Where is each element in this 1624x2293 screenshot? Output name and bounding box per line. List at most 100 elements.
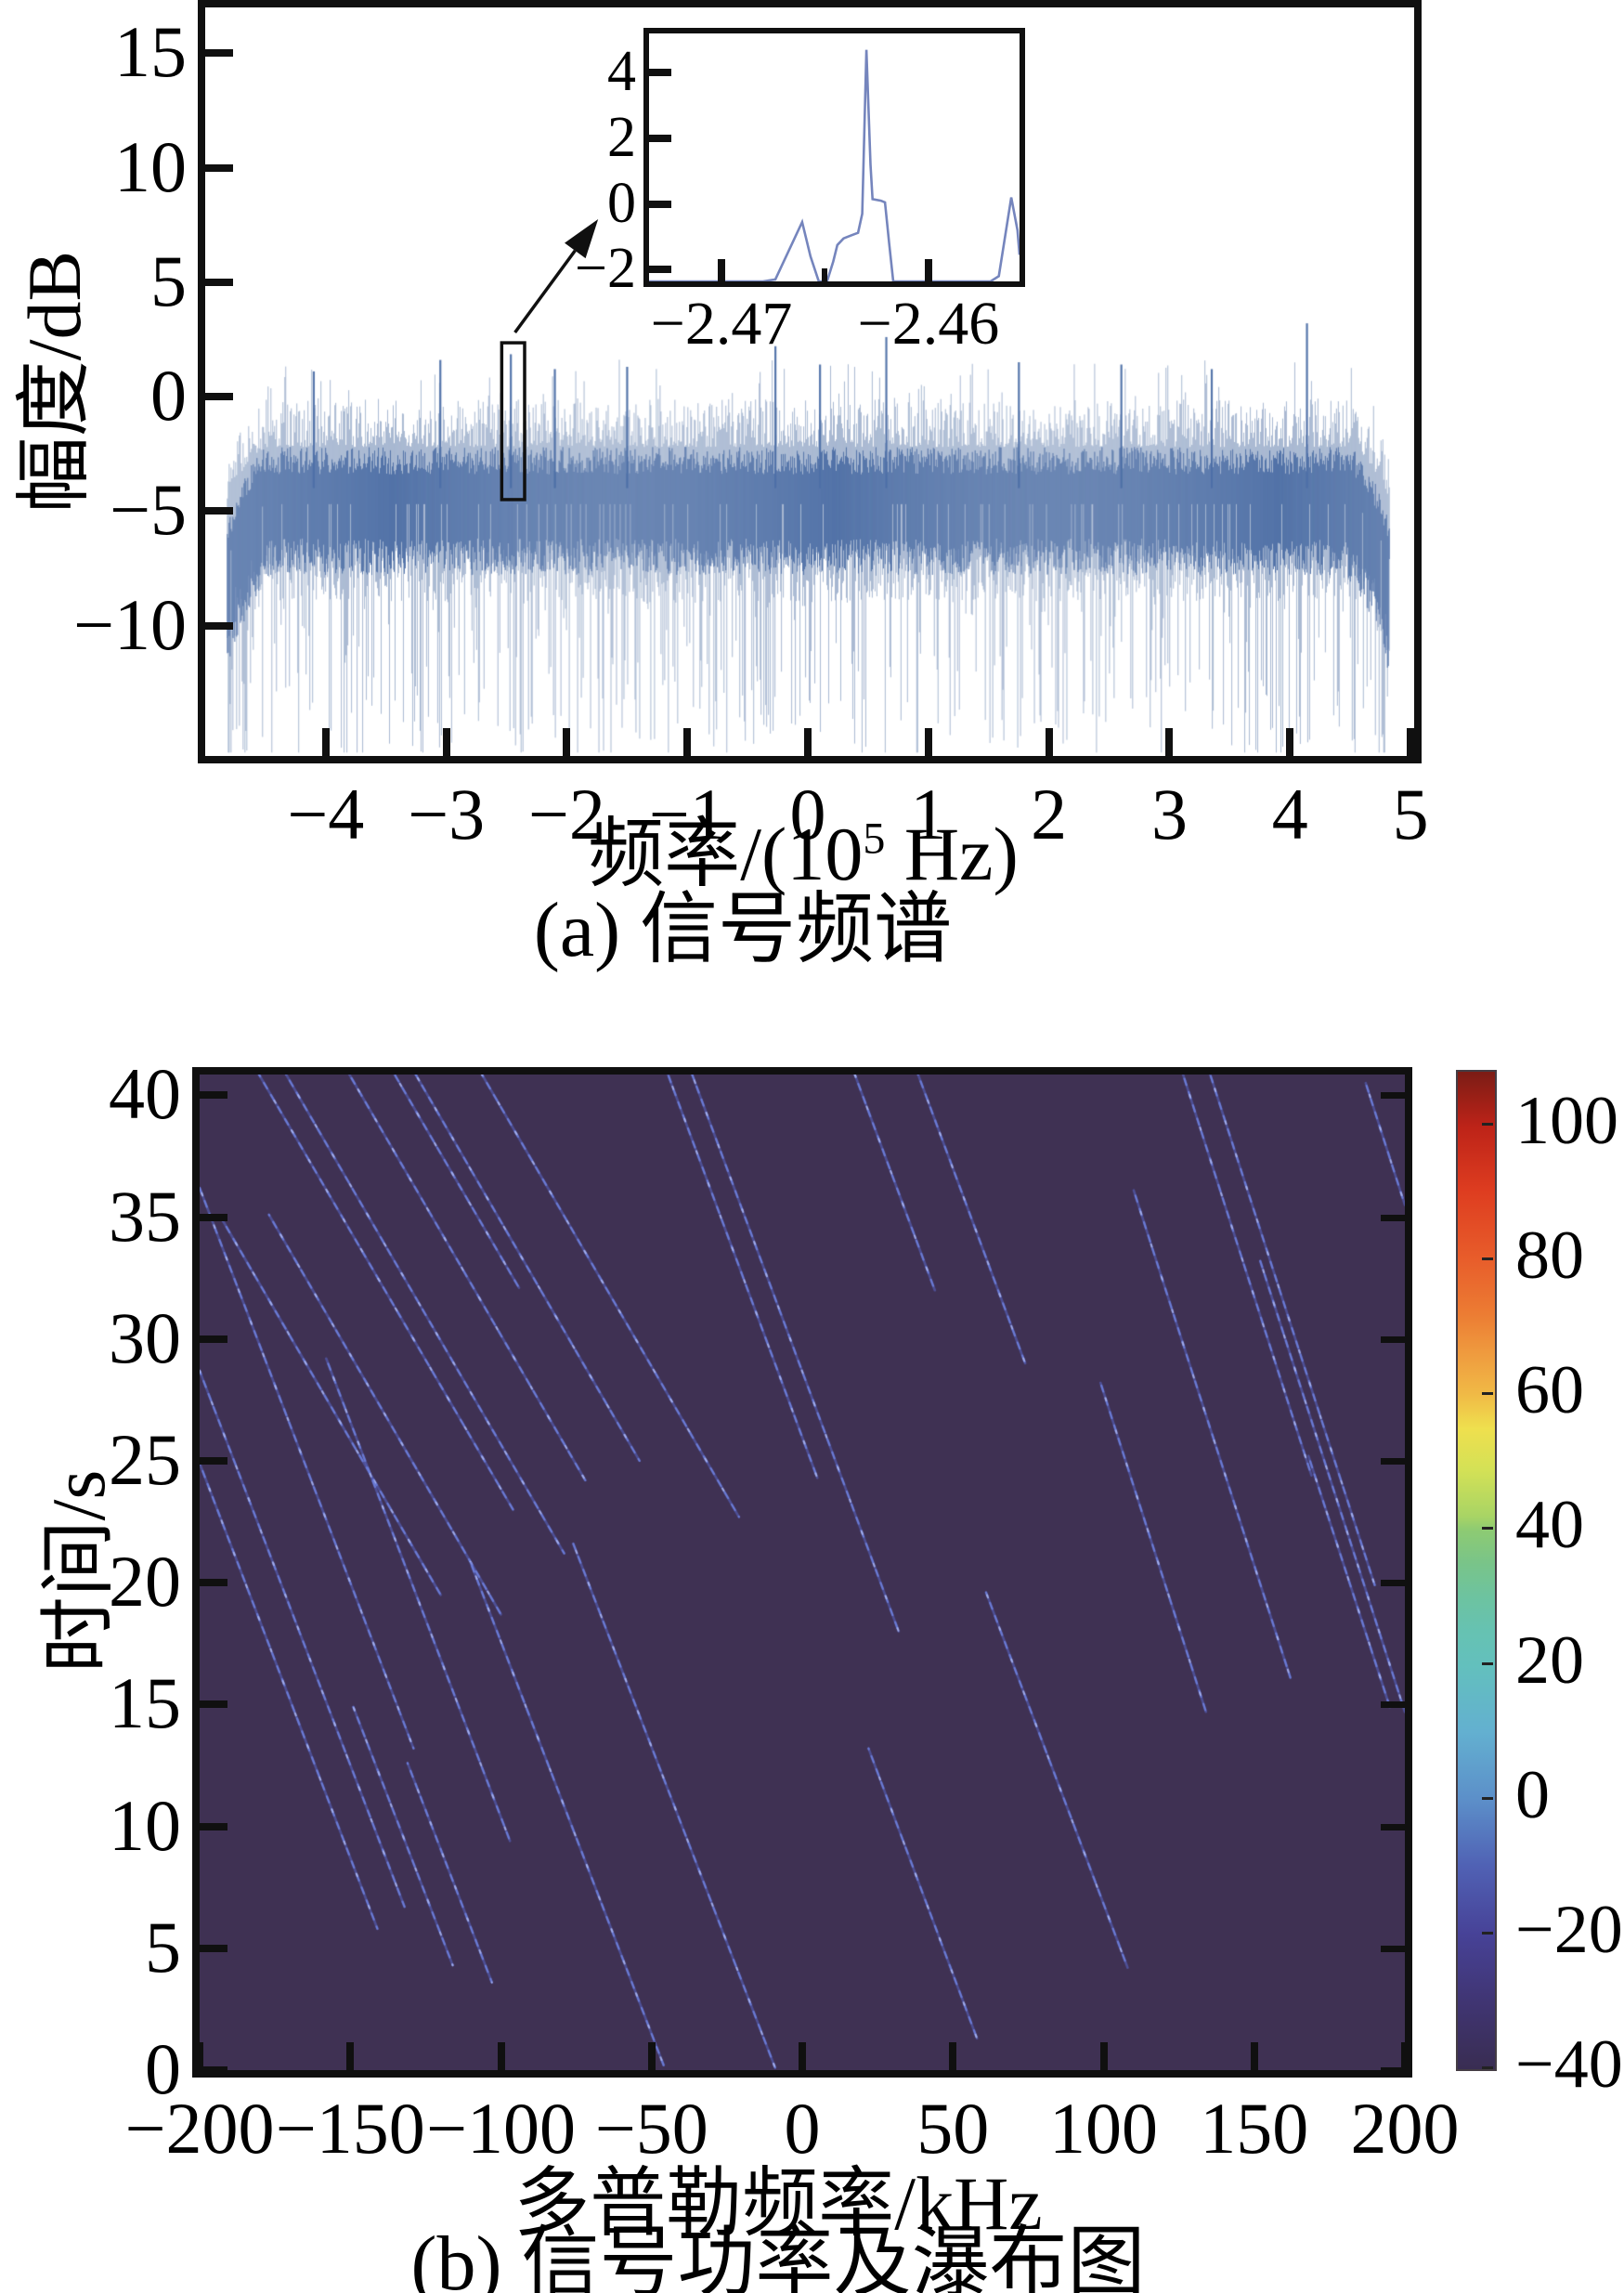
waterfall-y-tick: [200, 1456, 227, 1465]
waterfall-y-tick: [200, 2066, 227, 2074]
spectrum-x-tick-label: −4: [287, 774, 365, 854]
spectrum-y-tick-label: −5: [110, 469, 187, 551]
colorbar-tick-label: −40: [1515, 2026, 1623, 2103]
spectrum-x-tick-label: 3: [1150, 774, 1188, 854]
spectrum-x-tick: [563, 728, 571, 756]
colorbar-tick: [1482, 2066, 1493, 2069]
inset-y-tick: [649, 69, 671, 77]
colorbar-tick: [1482, 1392, 1493, 1396]
waterfall-right-tick: [1381, 1214, 1405, 1221]
inset-y-tick-label: −2: [575, 237, 636, 301]
inset-plot-area: [643, 28, 1025, 287]
waterfall-x-tick-label: −100: [426, 2088, 576, 2169]
colorbar-tick-label: 0: [1515, 1756, 1550, 1833]
spectrum-x-tick: [1286, 728, 1294, 756]
spectrum-x-tick-label: 0: [789, 774, 826, 854]
inset-y-tick-label: 2: [607, 106, 636, 170]
colorbar-tick: [1482, 1257, 1493, 1261]
waterfall-right-tick: [1381, 1092, 1405, 1100]
waterfall-y-tick: [200, 1822, 227, 1830]
waterfall-caption: (b) 信号功率及瀑布图: [410, 2221, 1146, 2293]
colorbar-tick: [1482, 1796, 1493, 1800]
spectrum-y-tick: [205, 163, 233, 172]
spectrum-x-tick-label: 5: [1392, 774, 1429, 854]
inset-x-tick: [718, 259, 726, 281]
spectrum-x-tick-label: 2: [1031, 774, 1068, 854]
waterfall-right-tick: [1381, 1335, 1405, 1343]
waterfall-y-tick-label: 20: [109, 1541, 181, 1622]
waterfall-x-tick-label: −50: [594, 2088, 708, 2169]
colorbar-tick-label: 40: [1515, 1487, 1584, 1564]
waterfall-x-tick: [949, 2042, 957, 2070]
inset-y-tick: [649, 200, 671, 208]
waterfall-y-tick-label: 5: [145, 1906, 181, 1987]
waterfall-x-tick-label: 0: [784, 2088, 821, 2169]
waterfall-y-tick-label: 15: [109, 1662, 181, 1744]
colorbar-tick: [1482, 1931, 1493, 1935]
spectrum-y-tick-label: 5: [150, 240, 187, 321]
waterfall-x-tick: [647, 2042, 656, 2070]
spectrum-y-tick: [205, 49, 233, 58]
spectrum-x-tick-label: −2: [527, 774, 605, 854]
spectrum-x-axis-label-exponent: 5: [863, 814, 886, 864]
spectrum-y-tick-label: 0: [150, 355, 187, 436]
spectrum-caption: (a) 信号频谱: [533, 887, 953, 973]
waterfall-x-tick: [1401, 2042, 1409, 2070]
colorbar-tick: [1482, 1123, 1493, 1127]
inset-y-tick-label: 4: [607, 40, 636, 104]
waterfall-right-tick: [1381, 1701, 1405, 1709]
colorbar-tick-label: −20: [1515, 1891, 1623, 1968]
spectrum-x-tick: [321, 728, 330, 756]
spectrum-x-tick: [683, 728, 692, 756]
waterfall-right-tick: [1381, 1823, 1405, 1830]
spectrum-x-tick: [1045, 728, 1053, 756]
spectrum-y-tick: [205, 278, 233, 286]
waterfall-x-axis-label: 多普勒频率/kHz: [513, 2161, 1043, 2246]
waterfall-x-tick-label: −200: [124, 2088, 275, 2169]
waterfall-x-tick-label: 100: [1049, 2088, 1158, 2169]
waterfall-x-tick-label: 200: [1350, 2088, 1460, 2169]
spectrum-y-tick: [205, 621, 233, 630]
waterfall-y-tick-label: 10: [109, 1784, 181, 1866]
inset-y-tick: [649, 266, 671, 274]
spectrum-x-tick-label: −1: [648, 774, 726, 854]
waterfall-x-tick-label: 150: [1200, 2088, 1309, 2169]
colorbar-tick: [1482, 1661, 1493, 1665]
waterfall-right-tick: [1381, 1945, 1405, 1952]
spectrum-x-tick: [1165, 728, 1174, 756]
waterfall-y-tick: [200, 1700, 227, 1709]
waterfall-y-tick-label: 0: [145, 2028, 181, 2109]
inset-y-tick-label: 0: [607, 171, 636, 235]
waterfall-y-tick: [200, 1213, 227, 1221]
colorbar-tick-label: 80: [1515, 1218, 1584, 1295]
colorbar-tick-label: 20: [1515, 1622, 1584, 1699]
spectrum-x-tick: [442, 728, 450, 756]
spectrum-x-tick: [804, 728, 812, 756]
inset-peak-curve: [649, 49, 1020, 281]
waterfall-right-tick: [1381, 1580, 1405, 1587]
colorbar-tick-label: 60: [1515, 1352, 1584, 1429]
spectrum-x-tick: [1407, 728, 1415, 756]
spectrum-y-tick: [205, 393, 233, 401]
waterfall-x-tick-label: 50: [916, 2088, 990, 2169]
waterfall-x-tick: [1099, 2042, 1108, 2070]
waterfall-y-tick: [200, 1579, 227, 1587]
colorbar: [1456, 1070, 1497, 2071]
spectrum-x-axis-label-pre: 频率/(10: [588, 812, 864, 896]
waterfall-y-tick-label: 40: [109, 1053, 181, 1135]
waterfall-y-tick-label: 30: [109, 1296, 181, 1378]
waterfall-x-tick: [1250, 2042, 1258, 2070]
inset-x-minor-tick: [822, 268, 828, 281]
spectrum-x-axis-label: 频率/(105 Hz): [432, 811, 1175, 898]
spectrum-y-tick-label: −10: [73, 583, 187, 665]
waterfall-canvas: [200, 1075, 1405, 2070]
waterfall-x-tick: [799, 2042, 806, 2070]
spectrum-x-tick: [924, 728, 932, 756]
spectrum-y-tick-label: 10: [114, 125, 187, 207]
waterfall-x-tick: [346, 2042, 355, 2070]
waterfall-y-tick-label: 25: [109, 1418, 181, 1500]
waterfall-y-tick: [200, 1091, 227, 1100]
inset-x-tick-label: −2.47: [650, 290, 793, 358]
spectrum-x-tick-label: −3: [408, 774, 486, 854]
